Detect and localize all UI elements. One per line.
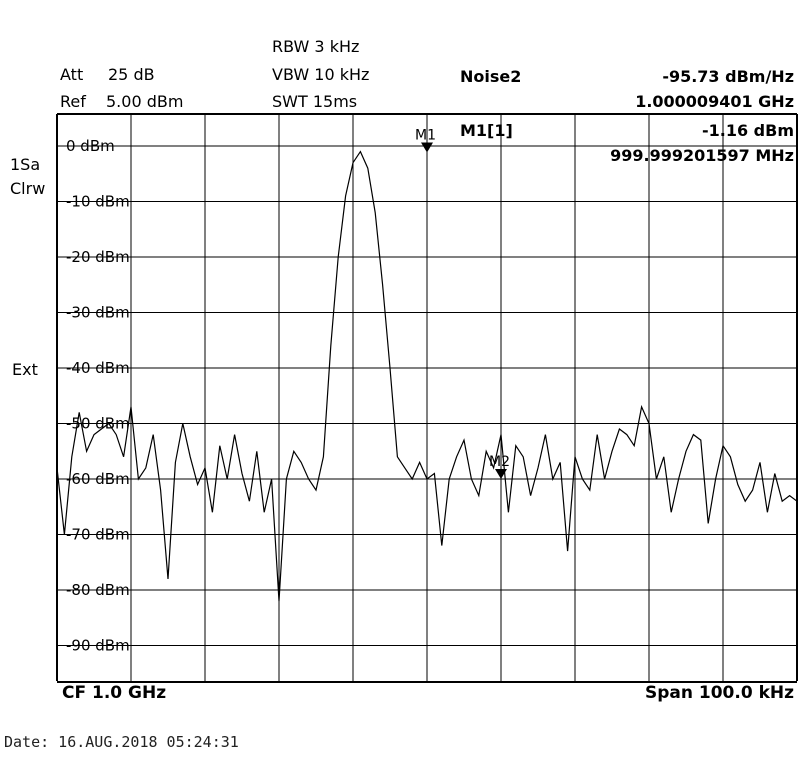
external-reference-indicator: Ext (12, 360, 38, 379)
attenuation-value: 25 dB (108, 65, 155, 84)
noise-marker-value: -95.73 dBm/Hz (662, 67, 794, 86)
plot-grid (56, 113, 798, 681)
marker-m2-triangle (495, 469, 507, 479)
y-tick-label: -90 dBm (66, 637, 130, 655)
frequency-span: Span 100.0 kHz (644, 683, 794, 703)
noise-marker-label: Noise2 (460, 67, 522, 86)
y-tick-label: -30 dBm (66, 304, 130, 322)
y-tick-label: 0 dBm (66, 137, 115, 155)
footer-bar (57, 681, 797, 705)
marker-m1-label: M1 (415, 127, 436, 143)
y-tick-label: -40 dBm (66, 359, 130, 377)
y-tick-label: -70 dBm (66, 526, 130, 544)
capture-timestamp: Date: 16.AUG.2018 05:24:31 (4, 733, 239, 751)
marker-m2-label: M2 (489, 454, 510, 470)
marker-m1-triangle (421, 142, 433, 153)
reference-level-value: 5.00 dBm (106, 92, 184, 111)
vbw-setting: VBW 10 kHz (272, 65, 370, 84)
trace-mode-sample: 1Sa (10, 155, 41, 174)
trace-mode-clear-write: Clrw (10, 179, 46, 198)
marker-m1-readout-value: -1.16 dBm (701, 121, 794, 140)
spectrum-trace (56, 150, 798, 602)
center-frequency: CF 1.0 GHz (62, 683, 167, 703)
noise-marker-frequency: 1.000009401 GHz (635, 92, 794, 111)
marker-m1-readout-label: M1[1] (460, 121, 513, 140)
y-tick-labels: 0 dBm -10 dBm -20 dBm -30 dBm -40 dBm -50 dBm… (66, 137, 130, 655)
y-tick-label: -80 dBm (66, 581, 130, 599)
marker-m1-readout-frequency: 999.999201597 MHz (610, 146, 794, 165)
attenuation-label: Att (60, 65, 84, 84)
y-tick-label: -50 dBm (66, 415, 130, 433)
y-tick-label: -60 dBm (66, 470, 130, 488)
y-tick-label: -20 dBm (66, 248, 130, 266)
y-tick-label: -10 dBm (66, 193, 130, 211)
markers: M1 M2 (415, 127, 510, 479)
sweep-time-setting: SWT 15ms (272, 92, 358, 111)
rbw-setting: RBW 3 kHz (272, 37, 360, 56)
reference-level-label: Ref (60, 92, 86, 111)
